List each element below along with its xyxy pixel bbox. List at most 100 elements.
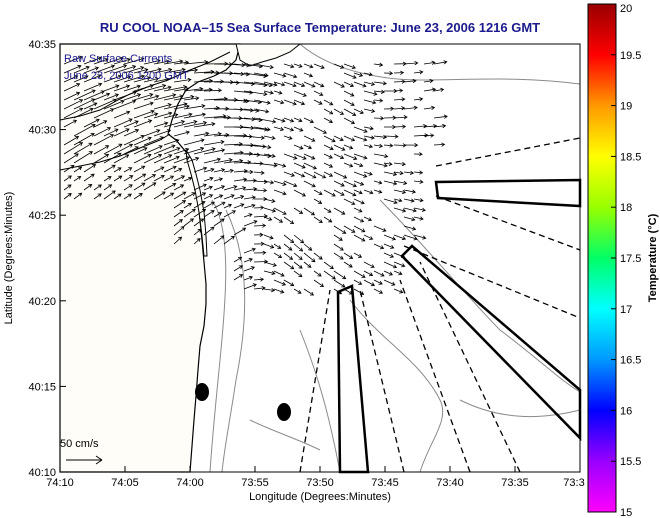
current-vector bbox=[263, 243, 275, 249]
current-vector bbox=[223, 158, 244, 164]
current-vector bbox=[343, 261, 353, 268]
current-vector bbox=[383, 252, 395, 258]
current-vector bbox=[263, 287, 276, 293]
current-vector bbox=[163, 67, 186, 74]
current-vector bbox=[193, 192, 207, 200]
current-vector bbox=[123, 84, 141, 92]
current-vector bbox=[313, 171, 327, 179]
station-marker bbox=[277, 403, 291, 421]
current-vector bbox=[353, 153, 368, 160]
current-vector bbox=[123, 184, 133, 191]
colorbar-tick-label: 15.5 bbox=[620, 456, 641, 468]
current-vector bbox=[303, 63, 314, 69]
current-vector bbox=[423, 87, 437, 92]
current-vector bbox=[403, 170, 415, 175]
current-vector bbox=[393, 115, 408, 120]
current-vector bbox=[93, 127, 112, 137]
current-vector bbox=[63, 175, 72, 182]
current-vector bbox=[273, 288, 285, 294]
current-vector bbox=[113, 128, 130, 137]
current-vector bbox=[163, 183, 177, 191]
x-tick-label: 73:50 bbox=[306, 477, 334, 489]
current-vector bbox=[273, 252, 283, 259]
current-vector bbox=[303, 135, 316, 142]
current-vector bbox=[253, 223, 267, 228]
current-vector bbox=[213, 201, 226, 209]
current-vector bbox=[303, 180, 316, 188]
current-vector bbox=[323, 117, 333, 123]
current-vector bbox=[263, 135, 276, 140]
x-tick-label: 74:05 bbox=[111, 477, 139, 489]
current-vector bbox=[83, 102, 98, 110]
current-vector bbox=[103, 143, 123, 155]
current-vector bbox=[103, 128, 119, 137]
current-vector bbox=[153, 175, 165, 182]
current-vector bbox=[253, 117, 277, 124]
current-vector bbox=[243, 283, 257, 290]
current-vector bbox=[323, 216, 333, 223]
current-vector bbox=[233, 186, 247, 191]
current-vector bbox=[183, 176, 193, 182]
current-vector bbox=[113, 110, 131, 119]
current-vector bbox=[363, 234, 374, 240]
current-vector bbox=[113, 143, 134, 155]
current-vector bbox=[293, 153, 307, 160]
current-vector bbox=[93, 134, 115, 146]
current-vector bbox=[73, 175, 82, 182]
current-vector bbox=[323, 144, 334, 151]
current-vector bbox=[393, 288, 404, 294]
current-vector bbox=[93, 108, 115, 119]
current-vector bbox=[373, 98, 384, 103]
colorbar-tick-label: 17.5 bbox=[620, 253, 641, 265]
current-vector bbox=[273, 207, 287, 215]
current-vector bbox=[393, 143, 407, 148]
current-vector bbox=[213, 177, 224, 182]
current-vector bbox=[323, 99, 334, 106]
x-tick-label: 73:40 bbox=[436, 477, 464, 489]
current-vector bbox=[283, 135, 293, 140]
current-vector bbox=[153, 144, 176, 155]
current-vector bbox=[313, 198, 323, 204]
current-vector bbox=[363, 108, 376, 113]
current-vector bbox=[343, 117, 356, 125]
current-vector bbox=[293, 144, 304, 150]
colorbar-tick-label: 20 bbox=[620, 3, 632, 15]
current-vector bbox=[113, 75, 132, 83]
current-vector bbox=[93, 92, 111, 101]
current-vector bbox=[173, 120, 198, 128]
current-vector bbox=[363, 126, 374, 131]
current-vector bbox=[123, 128, 140, 137]
current-vector bbox=[303, 81, 316, 88]
current-vector bbox=[193, 238, 201, 245]
current-vector bbox=[233, 194, 245, 200]
current-vector bbox=[183, 192, 196, 200]
current-vector bbox=[253, 99, 271, 105]
current-vector bbox=[293, 270, 303, 278]
current-vector bbox=[323, 108, 334, 115]
current-vector bbox=[303, 162, 318, 170]
current-vector bbox=[253, 205, 265, 210]
current-vector bbox=[63, 193, 72, 200]
current-vector bbox=[123, 146, 139, 155]
current-vector bbox=[393, 180, 408, 186]
current-vector bbox=[273, 72, 287, 78]
current-vector bbox=[343, 63, 356, 70]
current-vector bbox=[153, 154, 173, 164]
current-vector bbox=[213, 194, 224, 200]
current-vector bbox=[433, 123, 447, 129]
current-vector bbox=[333, 144, 346, 151]
current-vector bbox=[173, 94, 195, 101]
current-vector bbox=[273, 243, 282, 249]
current-vector bbox=[383, 134, 399, 139]
sandy-hook bbox=[185, 149, 208, 257]
current-vector bbox=[153, 103, 172, 110]
current-vector bbox=[143, 145, 163, 155]
current-vector bbox=[433, 142, 446, 147]
current-vector bbox=[363, 72, 373, 77]
current-vector bbox=[103, 164, 116, 173]
current-vector bbox=[323, 153, 333, 159]
current-vector bbox=[153, 121, 169, 128]
current-vector bbox=[253, 232, 264, 237]
current-vector bbox=[83, 118, 100, 128]
